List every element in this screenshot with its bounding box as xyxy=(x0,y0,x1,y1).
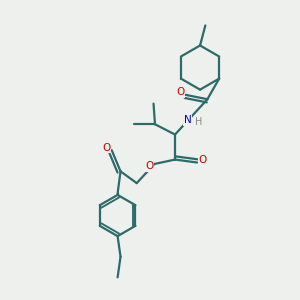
Text: O: O xyxy=(198,155,206,165)
Text: H: H xyxy=(195,117,202,127)
Text: O: O xyxy=(102,143,110,153)
Text: O: O xyxy=(176,87,184,98)
Text: N: N xyxy=(184,116,191,125)
Text: O: O xyxy=(145,161,153,171)
